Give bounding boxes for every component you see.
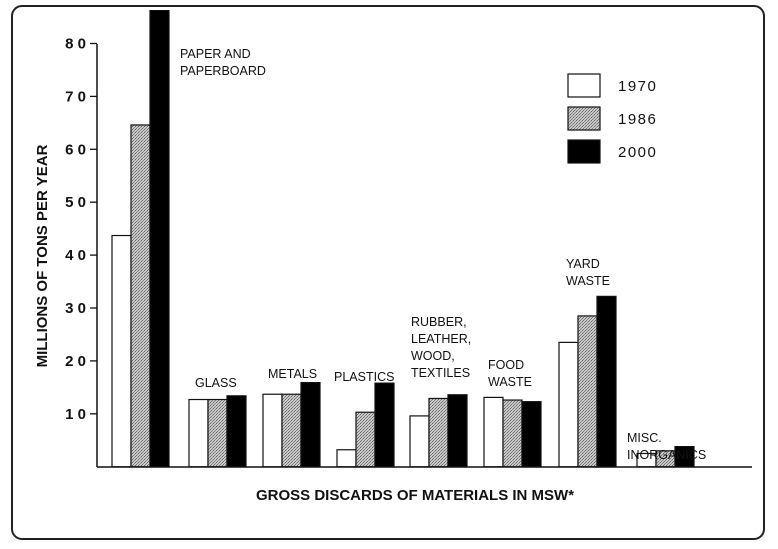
bar-2000-1 bbox=[226, 395, 247, 468]
bar-1970-1 bbox=[188, 398, 209, 468]
bar-2000-7 bbox=[674, 445, 695, 468]
bar-2000-6 bbox=[596, 295, 617, 468]
category-label: RUBBER, bbox=[411, 315, 467, 329]
y-tick-label: 7 0 bbox=[65, 88, 86, 105]
bar-1970-6 bbox=[558, 341, 579, 468]
bar-2000-5 bbox=[521, 401, 542, 468]
y-tick-label: 2 0 bbox=[65, 353, 86, 370]
legend-label: 1970 bbox=[618, 78, 657, 95]
y-tick-label: 5 0 bbox=[65, 194, 86, 211]
bar-1986-3 bbox=[355, 411, 376, 468]
bar-2000-3 bbox=[374, 382, 395, 468]
legend-swatch-1986 bbox=[567, 106, 601, 131]
category-label: PAPER AND bbox=[180, 47, 251, 61]
category-label: YARD bbox=[566, 257, 600, 271]
y-tick-label: 6 0 bbox=[65, 141, 86, 158]
bar-1970-5 bbox=[483, 396, 504, 468]
bar-1986-5 bbox=[502, 399, 523, 468]
y-axis-label: MILLIONS OF TONS PER YEAR bbox=[34, 144, 51, 367]
category-label: TEXTILES bbox=[411, 366, 470, 380]
bar-1986-6 bbox=[577, 315, 598, 468]
y-tick-label: 4 0 bbox=[65, 247, 86, 264]
bar-1986-2 bbox=[281, 393, 302, 468]
y-tick-label: 8 0 bbox=[65, 36, 86, 53]
bar-1970-2 bbox=[262, 393, 283, 468]
bar-2000-0 bbox=[149, 10, 170, 468]
category-label: METALS bbox=[268, 367, 317, 381]
category-label: PLASTICS bbox=[334, 370, 394, 384]
category-label: MISC. bbox=[627, 431, 662, 445]
x-axis-label: GROSS DISCARDS OF MATERIALS IN MSW* bbox=[256, 487, 574, 504]
bar-1970-0 bbox=[111, 234, 132, 468]
legend-label: 1986 bbox=[618, 111, 657, 128]
y-tick-label: 1 0 bbox=[65, 406, 86, 423]
category-label: PAPERBOARD bbox=[180, 64, 266, 78]
category-label: WASTE bbox=[488, 375, 532, 389]
legend-label: 2000 bbox=[618, 144, 657, 161]
bar-2000-2 bbox=[300, 381, 321, 468]
bar-1986-4 bbox=[428, 397, 449, 468]
category-label: WASTE bbox=[566, 274, 610, 288]
bar-1986-1 bbox=[207, 398, 228, 468]
category-label: GLASS bbox=[195, 376, 237, 390]
bar-2000-4 bbox=[447, 394, 468, 468]
category-label: WOOD, bbox=[411, 349, 455, 363]
legend-swatch-1970 bbox=[567, 73, 601, 98]
y-tick-label: 3 0 bbox=[65, 300, 86, 317]
category-label: LEATHER, bbox=[411, 332, 471, 346]
category-label: FOOD bbox=[488, 358, 524, 372]
category-label: INORGANICS bbox=[627, 448, 706, 462]
legend-swatch-2000 bbox=[567, 139, 601, 164]
bar-1986-0 bbox=[130, 124, 151, 468]
bar-1970-4 bbox=[409, 415, 430, 468]
bar-1970-3 bbox=[336, 449, 357, 468]
